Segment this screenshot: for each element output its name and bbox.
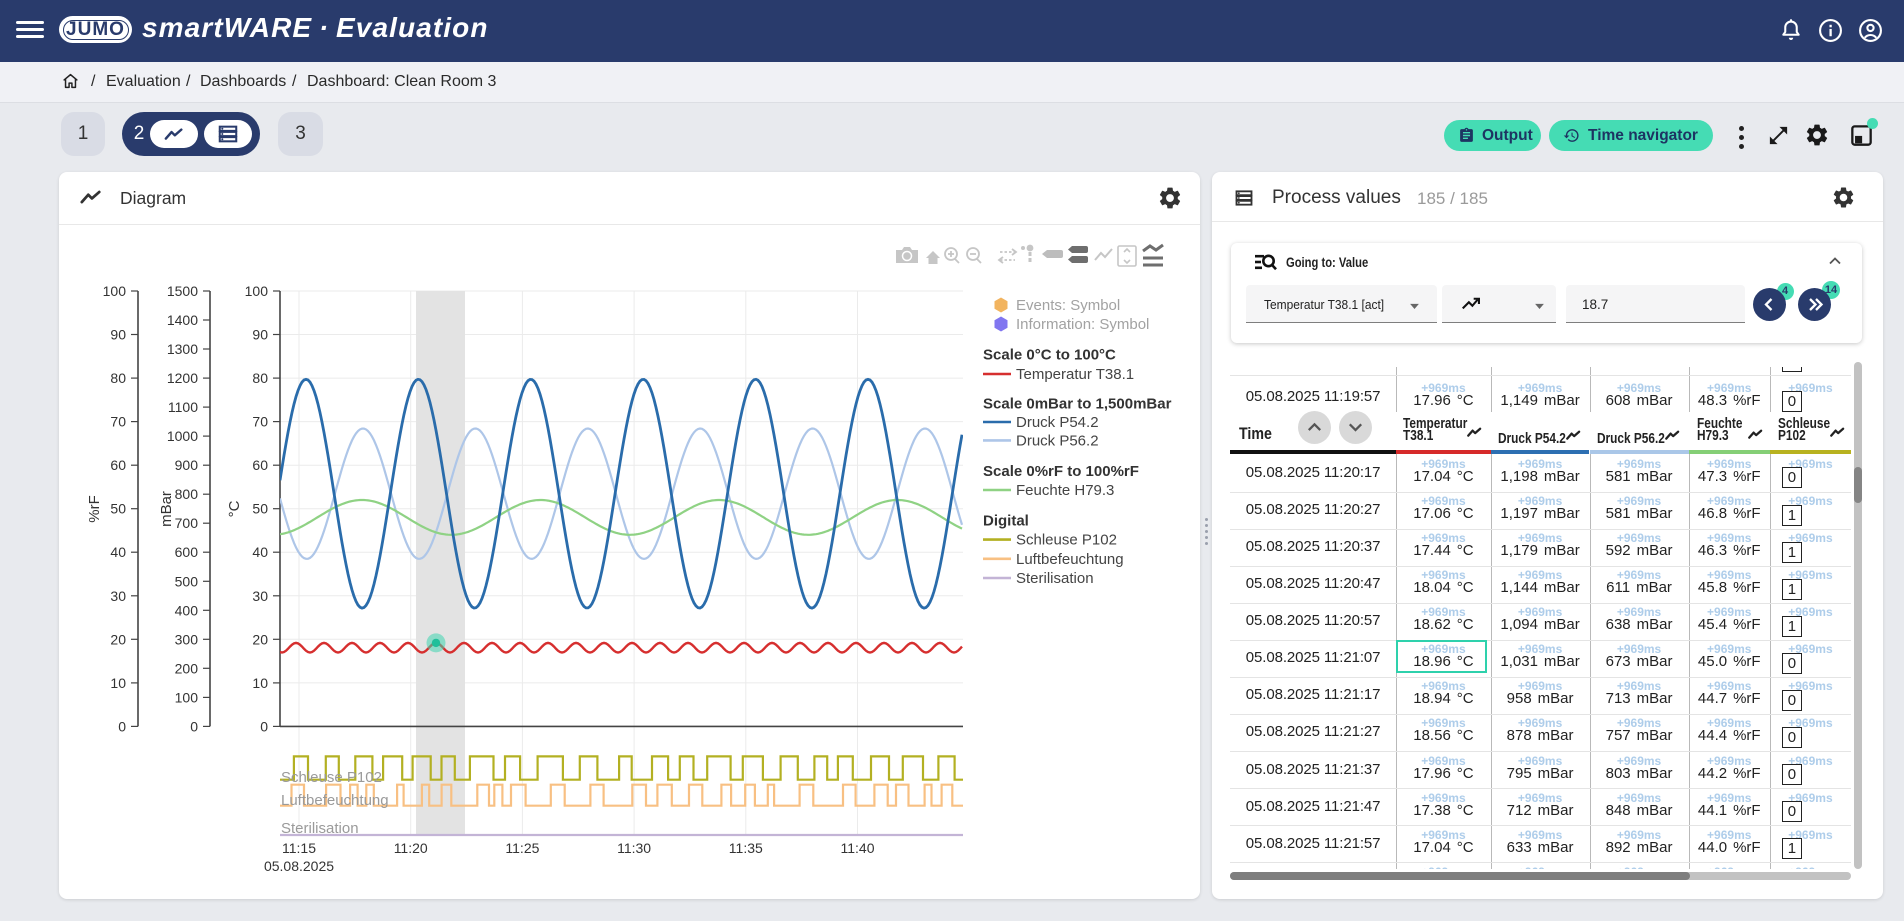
svg-text:Temperatur T38.1: Temperatur T38.1: [1016, 366, 1134, 383]
svg-text:40: 40: [252, 544, 268, 560]
svg-text:11:20: 11:20: [394, 840, 428, 856]
svg-text:11:40: 11:40: [841, 840, 875, 856]
svg-text:100: 100: [245, 283, 269, 299]
svg-text:90: 90: [110, 327, 126, 343]
svg-text:90: 90: [252, 327, 268, 343]
svg-text:300: 300: [175, 631, 199, 647]
svg-text:0: 0: [118, 718, 126, 734]
svg-text:Scale 0°C to 100°C: Scale 0°C to 100°C: [983, 347, 1116, 364]
svg-text:Feuchte H79.3: Feuchte H79.3: [1016, 482, 1114, 499]
svg-text:70: 70: [252, 414, 268, 430]
svg-text:Schleuse P102: Schleuse P102: [1016, 532, 1117, 549]
svg-text:30: 30: [252, 588, 268, 604]
svg-text:Schleuse P102: Schleuse P102: [281, 769, 382, 786]
svg-text:100: 100: [103, 283, 127, 299]
svg-text:500: 500: [175, 573, 199, 589]
svg-text:Druck P56.2: Druck P56.2: [1016, 432, 1099, 449]
svg-text:1000: 1000: [167, 428, 198, 444]
svg-text:Scale 0%rF to 100%rF: Scale 0%rF to 100%rF: [983, 463, 1139, 480]
svg-text:Luftbefeuchtung: Luftbefeuchtung: [1016, 551, 1124, 568]
svg-text:11:25: 11:25: [505, 840, 539, 856]
svg-text:1200: 1200: [167, 370, 198, 386]
svg-text:80: 80: [110, 370, 126, 386]
svg-text:11:15: 11:15: [282, 840, 316, 856]
svg-text:20: 20: [252, 631, 268, 647]
svg-text:Druck P54.2: Druck P54.2: [1016, 414, 1099, 431]
svg-text:10: 10: [110, 675, 126, 691]
svg-text:11:35: 11:35: [729, 840, 763, 856]
svg-text:50: 50: [110, 501, 126, 517]
svg-text:60: 60: [252, 457, 268, 473]
svg-text:100: 100: [175, 689, 199, 705]
svg-text:50: 50: [252, 501, 268, 517]
svg-text:40: 40: [110, 544, 126, 560]
svg-text:Digital: Digital: [983, 512, 1029, 529]
svg-text:30: 30: [110, 588, 126, 604]
svg-text:mBar: mBar: [158, 491, 175, 527]
svg-text:Sterilisation: Sterilisation: [281, 820, 359, 837]
svg-text:Luftbefeuchtung: Luftbefeuchtung: [281, 792, 389, 809]
svg-text:1300: 1300: [167, 341, 198, 357]
svg-text:60: 60: [110, 457, 126, 473]
svg-text:Sterilisation: Sterilisation: [1016, 570, 1094, 587]
svg-text:0: 0: [190, 718, 198, 734]
svg-text:80: 80: [252, 370, 268, 386]
svg-text:Information: Symbol: Information: Symbol: [1016, 316, 1149, 333]
svg-text:1100: 1100: [168, 399, 198, 415]
svg-text:05.08.2025: 05.08.2025: [264, 858, 334, 874]
svg-text:0: 0: [260, 718, 268, 734]
svg-text:900: 900: [175, 457, 199, 473]
svg-text:°C: °C: [226, 500, 243, 517]
svg-text:%rF: %rF: [86, 495, 103, 523]
svg-text:200: 200: [175, 660, 199, 676]
svg-text:Scale 0mBar to 1,500mBar: Scale 0mBar to 1,500mBar: [983, 396, 1172, 413]
svg-text:10: 10: [252, 675, 268, 691]
svg-text:11:30: 11:30: [617, 840, 651, 856]
svg-text:700: 700: [175, 515, 199, 531]
svg-text:400: 400: [175, 602, 199, 618]
svg-text:1400: 1400: [167, 312, 198, 328]
svg-text:70: 70: [110, 414, 126, 430]
svg-text:1500: 1500: [167, 283, 198, 299]
svg-text:20: 20: [110, 631, 126, 647]
svg-text:Events: Symbol: Events: Symbol: [1016, 297, 1120, 314]
svg-text:600: 600: [175, 544, 199, 560]
svg-text:800: 800: [175, 486, 199, 502]
